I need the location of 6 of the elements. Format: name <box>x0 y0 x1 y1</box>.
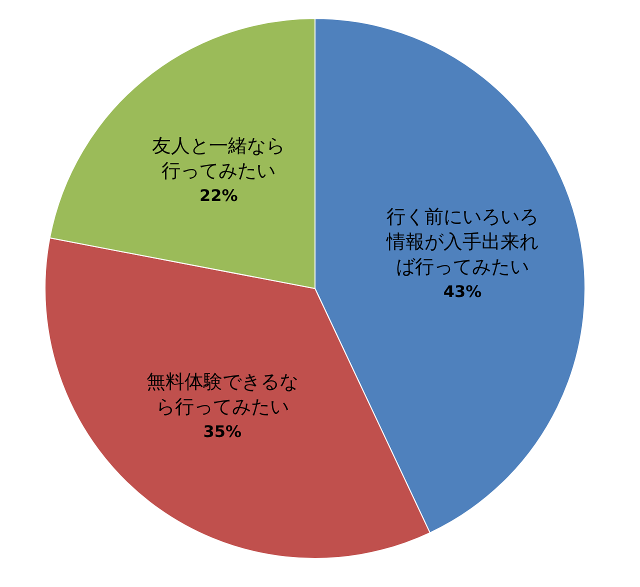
data-label: 43% <box>443 282 482 302</box>
slice-label: 無料体験できるなら行ってみたい <box>146 370 298 418</box>
slice-label: 友人と一緒なら行ってみたい <box>152 134 286 182</box>
data-label: 22% <box>199 186 238 206</box>
data-label: 35% <box>203 422 242 442</box>
slice-label: 行く前にいろいろ情報が入手出来れば行ってみたい <box>386 206 539 278</box>
